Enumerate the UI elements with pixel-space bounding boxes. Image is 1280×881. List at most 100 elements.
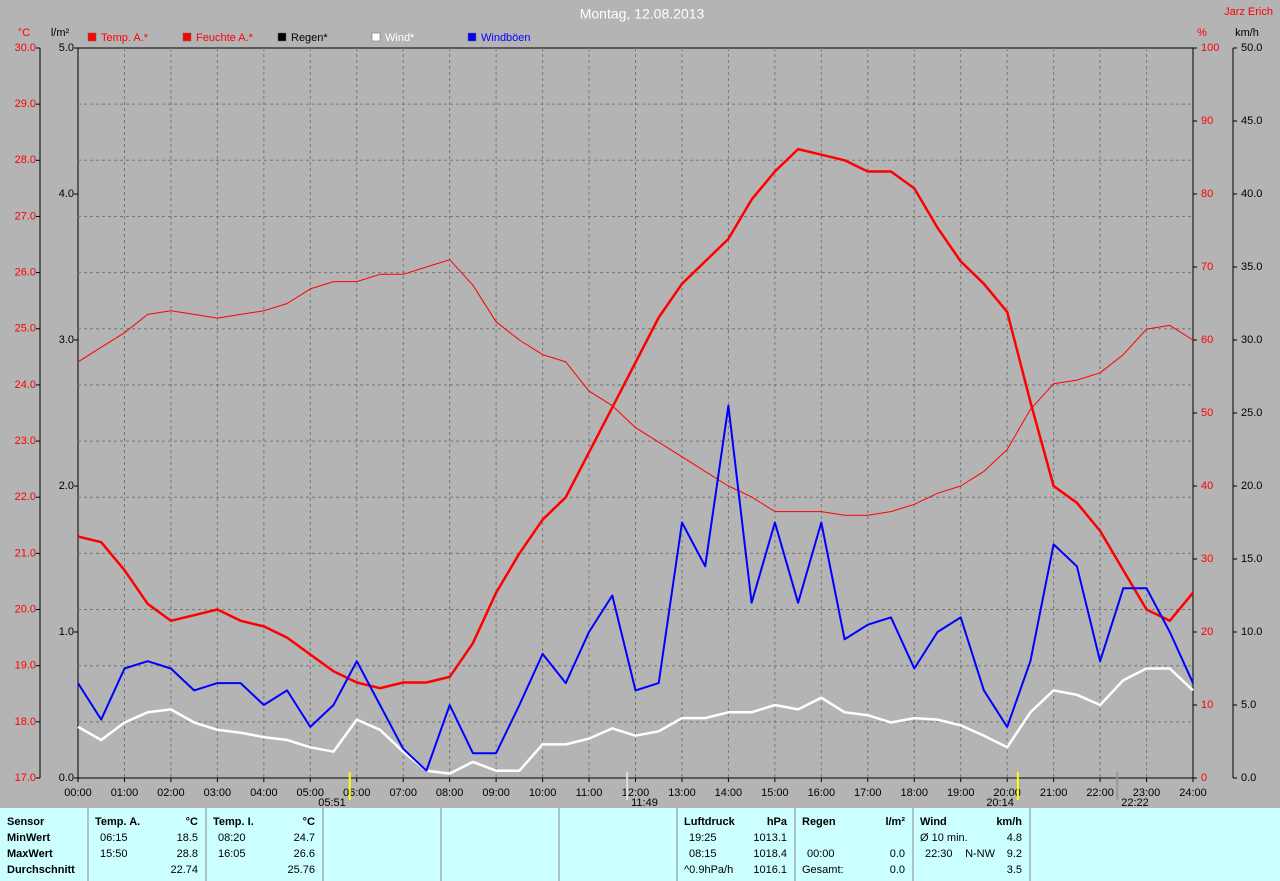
stats-value: 0.0 (890, 848, 905, 860)
stats-value: 3.5 (1007, 864, 1022, 876)
stats-value: 4.8 (1007, 832, 1022, 844)
y-tick-label: 40 (1201, 480, 1213, 492)
stats-value: 25.76 (287, 864, 315, 876)
y-tick-label: 50.0 (1241, 42, 1262, 54)
series-line (77, 147, 1194, 690)
x-tick-label: 16:00 (808, 787, 836, 799)
stats-value: 18.5 (177, 832, 198, 844)
x-tick-label: 21:00 (1040, 787, 1068, 799)
stats-header: Temp. A. (95, 816, 140, 828)
stats-header: Sensor (7, 816, 45, 828)
x-tick-label: 24:00 (1179, 787, 1207, 799)
y-tick-label: 70 (1201, 261, 1213, 273)
stats-time: 00:00 (807, 848, 835, 860)
annotation-label: 22:22 (1121, 797, 1149, 809)
x-tick-label: 19:00 (947, 787, 975, 799)
stats-value: 0.0 (890, 864, 905, 876)
stats-time: Ø 10 min. (920, 832, 968, 844)
y-tick-label: 1.0 (59, 626, 74, 638)
stats-direction: N-NW (965, 848, 996, 860)
y-tick-label: 20.0 (15, 603, 36, 615)
y-tick-label: 0 (1201, 772, 1207, 784)
stats-value: 24.7 (294, 832, 315, 844)
x-tick-label: 15:00 (761, 787, 789, 799)
x-tick-label: 03:00 (204, 787, 232, 799)
y3-unit: km/h (1235, 27, 1259, 39)
chart-title: Montag, 12.08.2013 (580, 6, 705, 22)
legend-label: Wind* (385, 32, 415, 44)
stats-unit: °C (303, 816, 315, 828)
y-tick-label: 10 (1201, 699, 1213, 711)
y-tick-label: 3.0 (59, 334, 74, 346)
x-tick-label: 00:00 (64, 787, 92, 799)
x-tick-label: 18:00 (900, 787, 928, 799)
y-tick-label: 24.0 (15, 379, 36, 391)
x-tick-label: 11:00 (576, 787, 603, 799)
stats-time: Gesamt: (802, 864, 844, 876)
stats-unit: km/h (996, 816, 1022, 828)
y4-unit: l/m² (51, 27, 70, 39)
x-tick-label: 23:00 (1133, 787, 1161, 799)
stats-time: 15:50 (100, 848, 128, 860)
stats-time: 06:15 (100, 832, 128, 844)
y-tick-label: 60 (1201, 334, 1213, 346)
y-tick-label: 50 (1201, 407, 1213, 419)
series-line (77, 667, 1194, 775)
stats-value: 1016.1 (753, 864, 787, 876)
y-tick-label: 23.0 (15, 435, 36, 447)
x-tick-label: 09:00 (482, 787, 510, 799)
x-tick-label: 20:00 (993, 787, 1021, 799)
stats-row-label: Durchschnitt (7, 864, 75, 876)
y-tick-label: 0.0 (1241, 772, 1256, 784)
annotation-label: 11:49 (631, 797, 658, 809)
y-tick-label: 25.0 (1241, 407, 1262, 419)
legend-swatch (371, 32, 381, 42)
y-tick-label: 80 (1201, 188, 1213, 200)
stats-time: ^0.9hPa/h (684, 864, 733, 876)
stats-value: 1013.1 (753, 832, 787, 844)
x-tick-label: 06:00 (343, 787, 371, 799)
y-tick-label: 22.0 (15, 491, 36, 503)
y-unit: °C (18, 27, 30, 39)
y-tick-label: 0.0 (59, 772, 74, 784)
stats-time: 19:25 (689, 832, 717, 844)
legend-swatch (87, 32, 97, 42)
y-tick-label: 15.0 (1241, 553, 1262, 565)
stats-time: 22:30 (925, 848, 953, 860)
y-tick-label: 19.0 (15, 660, 36, 672)
x-tick-label: 22:00 (1086, 787, 1114, 799)
stats-time: 08:20 (218, 832, 246, 844)
y-tick-label: 18.0 (15, 716, 36, 728)
y-tick-label: 100 (1201, 42, 1219, 54)
legend-swatch (182, 32, 192, 42)
y2-unit: % (1197, 27, 1207, 39)
legend-label: Feuchte A.* (196, 32, 254, 44)
legend-swatch (277, 32, 287, 42)
y-tick-label: 4.0 (59, 188, 74, 200)
y-tick-label: 30.0 (1241, 334, 1262, 346)
y-tick-label: 26.0 (15, 267, 36, 279)
x-tick-label: 05:00 (297, 787, 325, 799)
annotation-label: 05:51 (318, 797, 346, 809)
legend-label: Regen* (291, 32, 328, 44)
x-tick-label: 02:00 (157, 787, 185, 799)
author: Jarz Erich (1224, 6, 1273, 18)
series-line (77, 404, 1194, 772)
stats-unit: °C (186, 816, 198, 828)
stats-value: 9.2 (1007, 848, 1022, 860)
stats-value: 1018.4 (753, 848, 787, 860)
stats-value: 26.6 (294, 848, 315, 860)
stats-row-label: MinWert (7, 832, 51, 844)
y-tick-label: 5.0 (1241, 699, 1256, 711)
y-tick-label: 29.0 (15, 98, 36, 110)
y-tick-label: 27.0 (15, 210, 36, 222)
y-tick-label: 25.0 (15, 323, 36, 335)
stats-time: 08:15 (689, 848, 717, 860)
x-tick-label: 08:00 (436, 787, 464, 799)
x-tick-label: 17:00 (854, 787, 882, 799)
x-tick-label: 04:00 (250, 787, 278, 799)
stats-value: 28.8 (177, 848, 198, 860)
x-tick-label: 07:00 (389, 787, 417, 799)
y-tick-label: 20 (1201, 626, 1213, 638)
